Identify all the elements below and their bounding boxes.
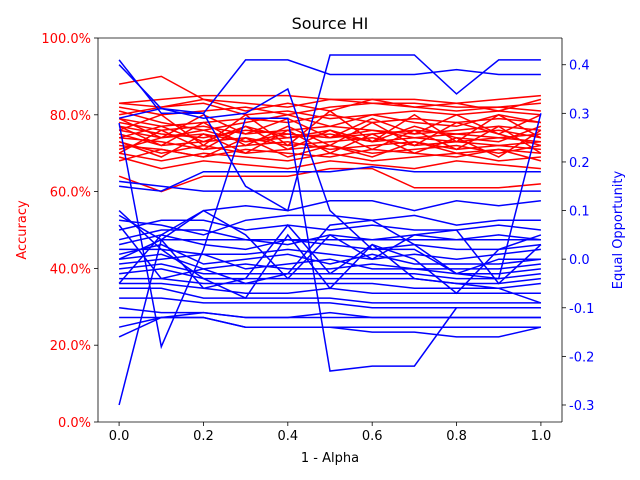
right-y-tick-label: 0.4 <box>569 59 590 74</box>
right-y-tick-label: 0.0 <box>569 253 590 268</box>
equal-opportunity-line-32 <box>119 214 541 236</box>
ticks: 0.0 0.2 0.4 0.6 0.8 1.0 0.0% 20.0% 40.0% 60.0% 80.… <box>41 32 594 444</box>
equal-opportunity-line-41 <box>119 268 541 285</box>
accuracy-line-1 <box>119 94 541 105</box>
equal-opportunity-line-33 <box>118 219 541 231</box>
right-y-tick-label: 0.3 <box>569 107 590 122</box>
equal-opportunity-line-27 <box>118 87 542 280</box>
left-y-tick-label: 80.0% <box>50 109 91 124</box>
x-tick-label: 0.6 <box>362 429 383 444</box>
left-y-tick-label: 60.0% <box>50 186 91 201</box>
x-axis-title: 1 - Alpha <box>301 451 359 466</box>
accuracy-line-20 <box>118 129 542 158</box>
equal-opportunity-line-36 <box>119 248 541 260</box>
equal-opportunity-line-25 <box>118 54 541 212</box>
equal-opportunity-line-51 <box>118 210 542 304</box>
equal-opportunity-line-37 <box>118 243 541 265</box>
equal-opportunity-line-47 <box>119 311 541 319</box>
accuracy-line-19 <box>118 136 542 162</box>
left-y-axis-title: Accuracy <box>15 200 30 260</box>
left-y-tick-label: 40.0% <box>50 262 91 277</box>
equal-opportunity-line-29 <box>119 180 541 192</box>
left-y-tick-label: 0.0% <box>58 416 91 431</box>
right-y-tick-label: -0.3 <box>569 399 594 414</box>
right-y-tick-label: -0.1 <box>569 302 594 317</box>
right-y-tick-label: 0.2 <box>569 156 590 171</box>
equal-opportunity-line-50 <box>118 238 541 406</box>
x-tick-label: 0.4 <box>277 429 298 444</box>
equal-opportunity-line-44 <box>119 287 541 304</box>
right-y-tick-label: -0.2 <box>569 350 594 365</box>
accuracy-line-3 <box>118 102 541 120</box>
equal-opportunity-line-26 <box>118 59 541 115</box>
accuracy-line-13 <box>118 156 541 170</box>
equal-opportunity-line-49 <box>118 316 542 338</box>
accuracy-line-24 <box>119 98 542 112</box>
left-y-tick-label: 100.0% <box>41 32 91 47</box>
accuracy-line-23 <box>118 125 542 154</box>
equal-opportunity-line-35 <box>118 234 541 251</box>
left-y-tick-label: 20.0% <box>50 339 91 354</box>
equal-opportunity-line-53 <box>118 209 542 285</box>
x-tick-label: 0.0 <box>109 429 130 444</box>
equal-opportunity-line-45 <box>119 297 541 309</box>
equal-opportunity-line-39 <box>119 253 541 275</box>
x-tick-label: 0.8 <box>446 429 467 444</box>
chart-title: Source HI <box>292 14 369 33</box>
right-y-tick-label: 0.1 <box>569 205 590 220</box>
equal-opportunity-line-30 <box>119 166 541 192</box>
accuracy-line-22 <box>118 113 542 139</box>
equal-opportunity-line-42 <box>119 277 541 290</box>
x-tick-label: 0.2 <box>193 429 214 444</box>
axes <box>97 37 563 423</box>
accuracy-line-14 <box>118 167 541 193</box>
right-y-axis-title: Equal Opportunity <box>611 170 626 289</box>
accuracy-line-18 <box>118 110 542 131</box>
x-tick-label: 1.0 <box>531 429 552 444</box>
equal-opportunity-line-54 <box>118 223 542 295</box>
series-lines <box>118 54 542 406</box>
